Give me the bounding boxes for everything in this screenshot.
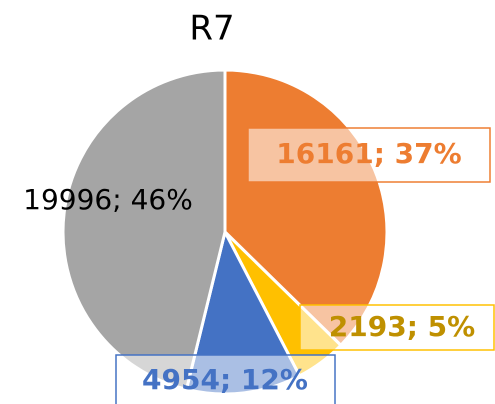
data-label: 19996; 46% (23, 183, 193, 216)
label-box (115, 354, 336, 404)
label-box (299, 304, 495, 351)
data-label: 4954; 12% (142, 363, 308, 396)
chart-title: R7 (189, 9, 234, 49)
data-label: 16161; 37% (276, 137, 461, 170)
label-box (247, 127, 491, 183)
data-label: 2193; 5% (329, 310, 475, 343)
